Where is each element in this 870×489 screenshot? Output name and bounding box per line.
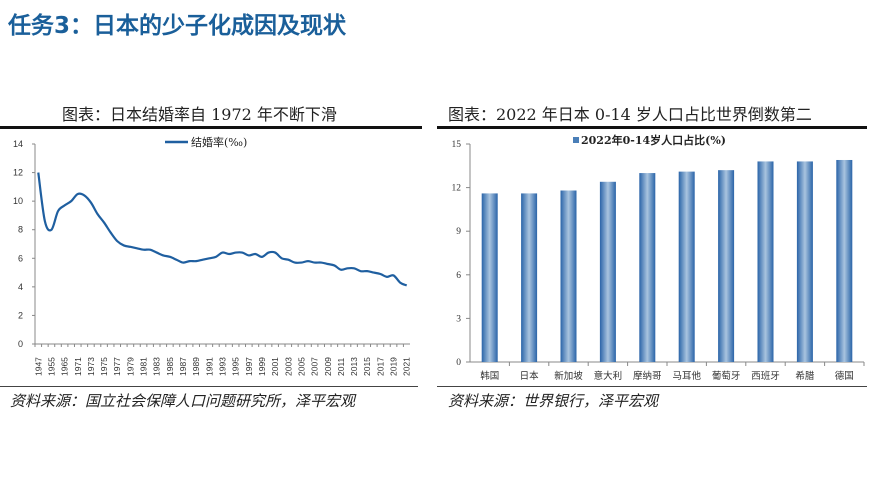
x-tick-label: 2007 — [310, 357, 320, 376]
left-title-rule — [0, 126, 422, 129]
x-tick-label: 葡萄牙 — [712, 370, 741, 382]
y-tick-label: 12 — [452, 184, 462, 194]
right-source-rule — [437, 386, 867, 387]
bar — [560, 190, 577, 362]
x-tick-label: 1971 — [73, 357, 83, 376]
x-tick-label: 1983 — [152, 357, 162, 376]
y-tick-label: 0 — [18, 339, 23, 349]
bar — [481, 193, 498, 362]
left-source: 资料来源：国立社会保障人口问题研究所，泽平宏观 — [10, 392, 356, 410]
bar — [639, 173, 656, 362]
x-tick-label: 1965 — [60, 357, 70, 376]
x-tick-label: 西班牙 — [751, 370, 780, 382]
legend-label: 2022年0-14岁人口占比(%) — [581, 133, 726, 147]
x-tick-label: 2021 — [402, 357, 412, 376]
y-tick-label: 6 — [456, 271, 461, 281]
x-tick-label: 2003 — [283, 357, 293, 376]
y-tick-label: 3 — [456, 314, 461, 324]
x-tick-label: 1997 — [244, 357, 254, 376]
x-tick-label: 2013 — [349, 357, 359, 376]
x-tick-label: 2015 — [362, 357, 372, 376]
x-tick-label: 1981 — [139, 357, 149, 376]
x-tick-label: 1977 — [112, 357, 122, 376]
x-tick-label: 2005 — [296, 357, 306, 376]
x-tick-label: 2017 — [375, 357, 385, 376]
bar — [718, 170, 735, 362]
legend-swatch — [573, 137, 579, 143]
x-tick-label: 意大利 — [594, 370, 623, 382]
x-tick-label: 摩纳哥 — [633, 370, 662, 382]
y-tick-label: 9 — [456, 227, 461, 237]
bar — [757, 161, 774, 362]
bar — [599, 181, 616, 362]
x-tick-label: 德国 — [835, 370, 854, 382]
x-tick-label: 日本 — [520, 370, 540, 382]
x-tick-label: 1947 — [33, 357, 43, 376]
bar — [836, 159, 853, 362]
page-title: 任务3：日本的少子化成因及现状 — [8, 13, 347, 39]
y-tick-label: 8 — [18, 225, 23, 235]
x-tick-label: 希腊 — [795, 370, 815, 382]
x-tick-label: 1955 — [46, 357, 56, 376]
x-tick-label: 2009 — [323, 357, 333, 376]
legend-label: 结婚率(‰) — [191, 135, 247, 149]
y-tick-label: 15 — [452, 140, 462, 150]
marriage-rate-line — [37, 172, 408, 287]
x-tick-label: 2011 — [336, 357, 346, 376]
x-tick-label: 新加坡 — [554, 370, 583, 382]
x-tick-label: 1985 — [165, 357, 175, 376]
bar — [521, 193, 538, 362]
x-tick-label: 韩国 — [480, 370, 499, 382]
x-tick-label: 2019 — [389, 357, 399, 376]
y-tick-label: 12 — [13, 168, 23, 178]
x-tick-label: 2001 — [270, 357, 280, 376]
x-tick-label: 1995 — [231, 357, 241, 376]
y-tick-label: 10 — [13, 196, 23, 206]
y-tick-label: 6 — [18, 253, 23, 263]
x-tick-label: 马耳他 — [672, 370, 701, 382]
left-chart-title: 图表：日本结婚率自 1972 年不断下滑 — [62, 105, 337, 124]
y-tick-label: 4 — [18, 282, 23, 292]
right-title-rule — [437, 126, 867, 129]
x-tick-label: 1979 — [125, 357, 135, 376]
child-population-bar-chart: 0 3 6 9 12 15 韩国 日本 新加坡 意大利 摩纳哥 马耳他 葡萄牙 西班牙 希腊 德国 2022年0… — [452, 133, 865, 382]
right-source: 资料来源：世界银行，泽平宏观 — [448, 392, 659, 410]
x-tick-label: 1989 — [191, 357, 201, 376]
bar — [678, 171, 695, 362]
y-tick-label: 2 — [18, 310, 23, 320]
x-tick-label: 1999 — [257, 357, 267, 376]
y-tick-label: 14 — [13, 139, 23, 149]
x-tick-label: 1975 — [99, 357, 109, 376]
right-chart-title: 图表：2022 年日本 0-14 岁人口占比世界倒数第二 — [448, 105, 812, 124]
x-tick-label: 1973 — [86, 357, 96, 376]
x-tick-label: 1993 — [218, 357, 228, 376]
left-source-rule — [0, 386, 418, 387]
x-tick-label: 1991 — [204, 357, 214, 376]
x-tick-label: 1987 — [178, 357, 188, 376]
y-tick-label: 0 — [456, 358, 461, 368]
bar — [796, 161, 813, 362]
